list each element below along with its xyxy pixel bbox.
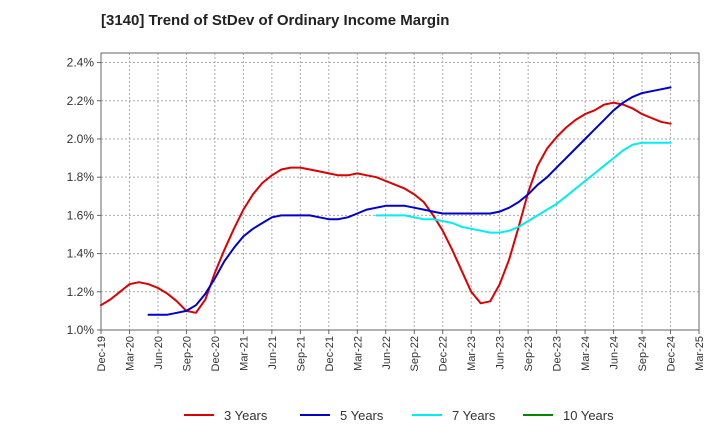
y-tick-label: 1.4% (67, 247, 95, 261)
series-lines (100, 86, 672, 316)
x-tick-label: Dec-19 (96, 336, 108, 371)
x-tick-label: Jun-20 (153, 336, 165, 370)
x-tick-label: Jun-24 (609, 336, 621, 370)
5-years-line (147, 86, 672, 316)
x-tick-label: Sep-20 (181, 336, 193, 371)
x-tick-label: Dec-22 (438, 336, 450, 371)
chart-title: [3140] Trend of StDev of Ordinary Income… (101, 12, 450, 29)
plot-frame (100, 52, 700, 331)
x-tick-label: Jun-22 (381, 336, 393, 370)
3-years-line (100, 101, 672, 314)
y-tick-label: 1.2% (67, 285, 95, 299)
y-tick-label: 2.4% (67, 56, 95, 70)
x-tick-label: Sep-23 (523, 336, 535, 371)
x-tick-label: Sep-22 (409, 336, 421, 371)
x-tick-label: Dec-24 (666, 336, 678, 371)
x-tick-label: Sep-24 (637, 336, 649, 371)
x-tick-label: Mar-24 (580, 336, 592, 371)
legend-label: 3 Years (224, 408, 268, 423)
x-tick-label: Dec-23 (552, 336, 564, 371)
x-tick-label: Dec-20 (210, 336, 222, 371)
x-tick-label: Jun-23 (495, 336, 507, 370)
x-tick-label: Dec-21 (324, 336, 336, 371)
y-tick-label: 1.8% (67, 170, 95, 184)
x-tick-label: Mar-20 (124, 336, 136, 371)
x-tick-label: Mar-22 (352, 336, 364, 371)
legend-label: 10 Years (563, 408, 614, 423)
legend-label: 5 Years (340, 408, 384, 423)
x-tick-label: Mar-25 (694, 336, 706, 371)
7-years-line (375, 141, 672, 234)
grid (101, 53, 699, 330)
legend: 3 Years 5 Years 7 Years 10 Years (184, 408, 614, 423)
y-tick-label: 2.0% (67, 132, 95, 146)
y-tick-label: 2.2% (67, 94, 95, 108)
y-tick-label: 1.0% (67, 323, 95, 337)
y-tick-label: 1.6% (67, 208, 95, 222)
x-tick-label: Sep-21 (295, 336, 307, 371)
x-tick-label: Mar-21 (238, 336, 250, 371)
legend-label: 7 Years (452, 408, 496, 423)
axes: Dec-19 Mar-20 Jun-20 Sep-20 Dec-20 Mar-21 Jun-… (67, 52, 706, 371)
x-tick-label: Jun-21 (267, 336, 279, 370)
x-tick-label: Mar-23 (466, 336, 478, 371)
